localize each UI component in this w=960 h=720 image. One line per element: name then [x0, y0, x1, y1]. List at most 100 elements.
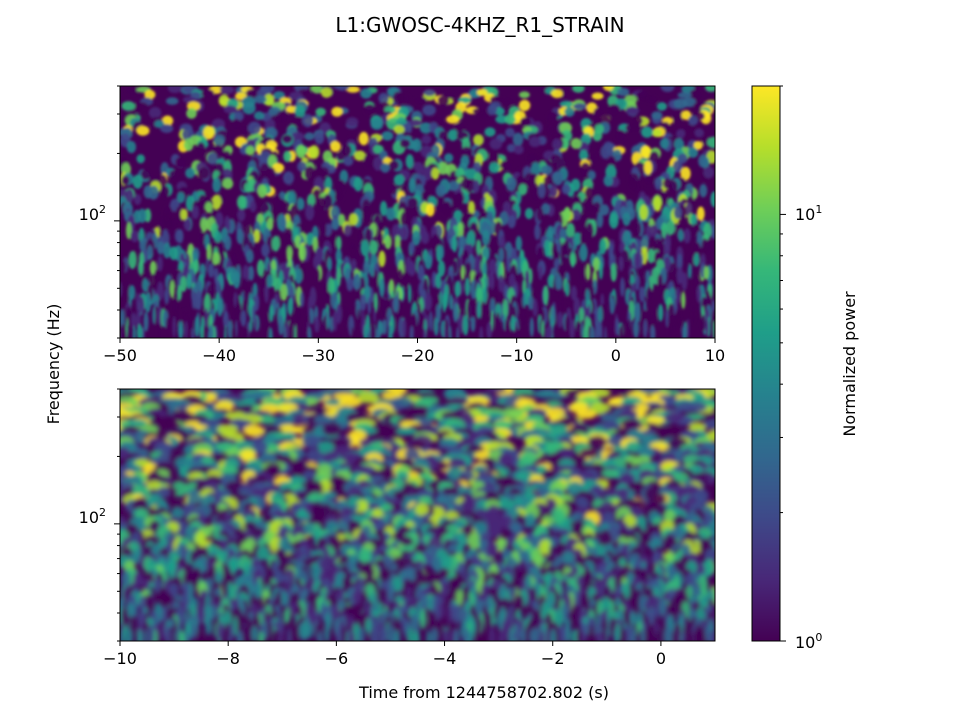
heatmap-cell [442, 293, 449, 309]
heatmap-cell [389, 183, 397, 195]
heatmap-cell [411, 230, 421, 246]
heatmap-cell [603, 174, 614, 187]
heatmap-cell [240, 310, 247, 327]
heatmap-cell [652, 307, 658, 324]
heatmap-cell [543, 239, 550, 258]
heatmap-cell [634, 303, 640, 323]
heatmap-cell [703, 265, 710, 280]
heatmap-cell [451, 605, 461, 625]
heatmap-cell [203, 125, 215, 140]
heatmap-cell [249, 316, 253, 333]
heatmap-cell [164, 288, 170, 305]
heatmap-cell [360, 294, 367, 312]
heatmap-cell [672, 114, 683, 125]
heatmap-cell [444, 325, 447, 338]
heatmap-cell [191, 205, 199, 219]
heatmap-cell [207, 263, 215, 278]
heatmap-cell [235, 405, 257, 414]
heatmap-cell [407, 197, 419, 210]
heatmap-cell [537, 182, 546, 199]
heatmap-cell [665, 308, 669, 328]
heatmap-cell [131, 312, 137, 330]
heatmap-cell [431, 271, 437, 289]
heatmap-cell [635, 275, 640, 291]
heatmap-cell [609, 297, 615, 315]
heatmap-cell [241, 392, 264, 400]
heatmap-cell [481, 287, 488, 304]
heatmap-cell [484, 127, 496, 137]
heatmap-cell [616, 487, 630, 501]
heatmap-cell [446, 115, 460, 124]
heatmap-cell [592, 129, 603, 142]
heatmap-cell [156, 281, 164, 301]
heatmap-cell [231, 118, 242, 130]
heatmap-cell [712, 320, 715, 338]
x-tick-label: 0 [611, 346, 621, 365]
heatmap-cell [569, 319, 575, 338]
heatmap-cell [456, 561, 465, 576]
heatmap-cell [213, 134, 226, 147]
heatmap-cell [249, 200, 257, 213]
heatmap-cell [456, 327, 459, 338]
heatmap-cell [538, 265, 543, 281]
heatmap-cell [352, 589, 362, 606]
heatmap-cell [144, 89, 156, 100]
heatmap-cell [710, 224, 715, 240]
heatmap-cell [677, 229, 684, 242]
heatmap-cell [666, 220, 676, 236]
heatmap-cell [283, 607, 291, 625]
heatmap-cell [217, 300, 223, 317]
heatmap-cell [673, 98, 688, 109]
heatmap-cell [287, 297, 294, 316]
heatmap-cell [378, 250, 386, 268]
heatmap-cell [314, 415, 334, 425]
heatmap-cell [134, 570, 143, 588]
heatmap-cell [304, 132, 315, 141]
heatmap-cell [148, 107, 162, 119]
heatmap-cell [243, 277, 248, 294]
heatmap-cell [253, 293, 260, 312]
heatmap-cell [691, 304, 696, 325]
heatmap-cell [156, 241, 165, 255]
heatmap-cell [204, 307, 208, 328]
heatmap-cell [422, 166, 432, 181]
heatmap-cell [408, 262, 416, 277]
heatmap-cell [448, 325, 452, 338]
heatmap-cell [490, 520, 503, 538]
heatmap-cell [607, 104, 621, 117]
heatmap-cell [452, 302, 459, 323]
heatmap-cell [478, 111, 490, 119]
bottom-heatmap [120, 389, 715, 641]
heatmap-cell [180, 276, 187, 292]
heatmap-cell [325, 291, 332, 309]
heatmap-cell [296, 307, 301, 327]
heatmap-cell [437, 260, 446, 277]
heatmap-cell [137, 260, 144, 276]
heatmap-cell [602, 469, 620, 479]
heatmap-cell [397, 93, 411, 104]
heatmap-cell [126, 140, 137, 154]
heatmap-cell [350, 465, 369, 476]
heatmap-cell [120, 323, 127, 338]
heatmap-cell [698, 154, 708, 168]
heatmap-cell [618, 255, 624, 272]
heatmap-cell [329, 316, 334, 333]
heatmap-cell [306, 232, 314, 246]
heatmap-cell [651, 111, 663, 120]
heatmap-cell [599, 204, 610, 216]
heatmap-cell [693, 141, 703, 150]
heatmap-cell [365, 326, 368, 338]
heatmap-cell [222, 178, 234, 190]
heatmap-cell [555, 272, 561, 290]
heatmap-cell [299, 291, 305, 308]
heatmap-cell [393, 174, 405, 186]
heatmap-cell [628, 177, 637, 191]
heatmap-cell [560, 295, 564, 313]
heatmap-cell [467, 200, 476, 215]
heatmap-cell [547, 274, 555, 288]
heatmap-cell [120, 259, 126, 275]
heatmap-cell [488, 162, 501, 174]
heatmap-cell [373, 156, 383, 171]
heatmap-cell [169, 280, 175, 299]
heatmap-cell [705, 86, 715, 92]
